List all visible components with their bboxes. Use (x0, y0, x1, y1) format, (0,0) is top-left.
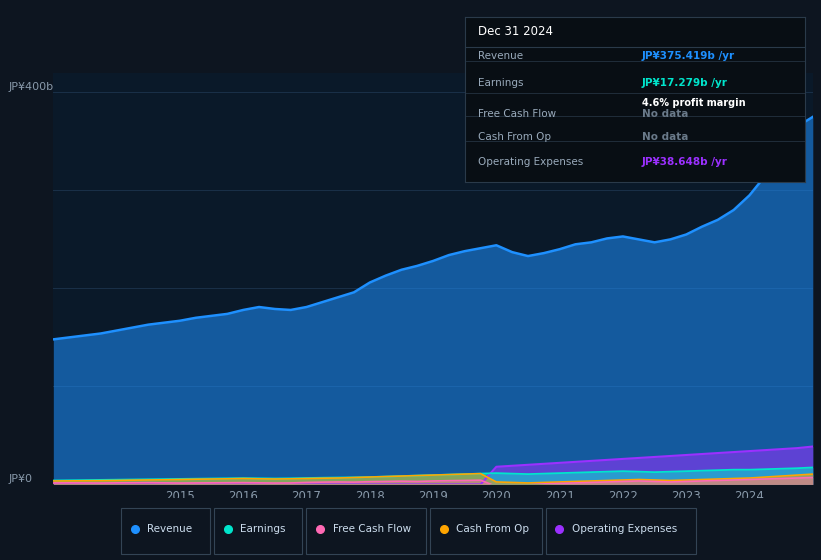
Text: 4.6% profit margin: 4.6% profit margin (642, 98, 745, 108)
Text: Revenue: Revenue (479, 52, 524, 62)
Text: Free Cash Flow: Free Cash Flow (333, 524, 410, 534)
Text: JP¥375.419b /yr: JP¥375.419b /yr (642, 52, 735, 62)
Text: Operating Expenses: Operating Expenses (479, 157, 584, 167)
Text: JP¥17.279b /yr: JP¥17.279b /yr (642, 78, 727, 88)
Text: Free Cash Flow: Free Cash Flow (479, 109, 557, 119)
Text: No data: No data (642, 133, 688, 142)
Text: JP¥400b: JP¥400b (8, 82, 53, 92)
Text: Operating Expenses: Operating Expenses (571, 524, 677, 534)
Text: Cash From Op: Cash From Op (479, 133, 552, 142)
Text: JP¥0: JP¥0 (8, 474, 32, 484)
Text: JP¥38.648b /yr: JP¥38.648b /yr (642, 157, 727, 167)
Text: Cash From Op: Cash From Op (456, 524, 529, 534)
Text: Earnings: Earnings (479, 78, 524, 88)
Text: No data: No data (642, 109, 688, 119)
Text: Dec 31 2024: Dec 31 2024 (479, 25, 553, 38)
Text: Earnings: Earnings (240, 524, 286, 534)
Text: Revenue: Revenue (147, 524, 192, 534)
